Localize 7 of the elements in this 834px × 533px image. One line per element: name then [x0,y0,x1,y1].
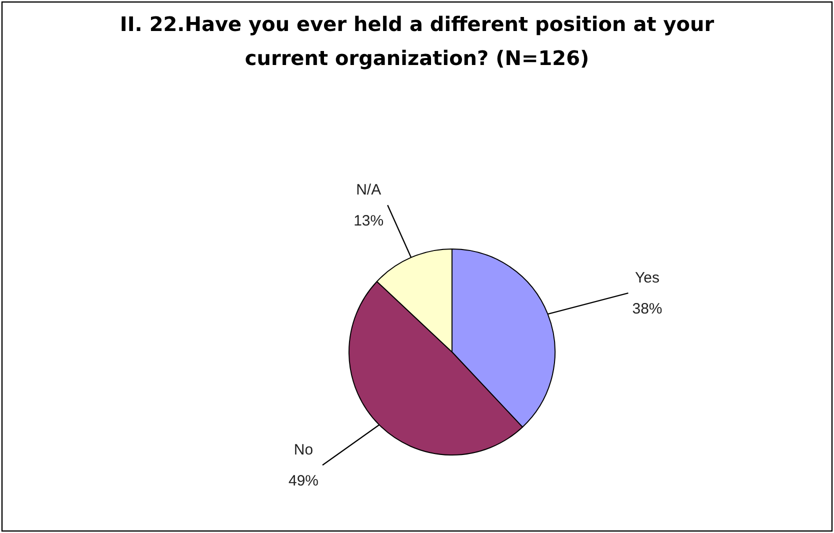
chart-title: II. 22.Have you ever held a different position at your current organization? (N=126) [120,12,714,70]
slice-label: N/A [356,181,382,198]
slice-label: Yes [635,269,660,286]
data-label: 13% [354,212,384,230]
slice-label: No [294,441,314,458]
data-label: 49% [288,472,319,490]
data-label: 38% [632,300,662,318]
